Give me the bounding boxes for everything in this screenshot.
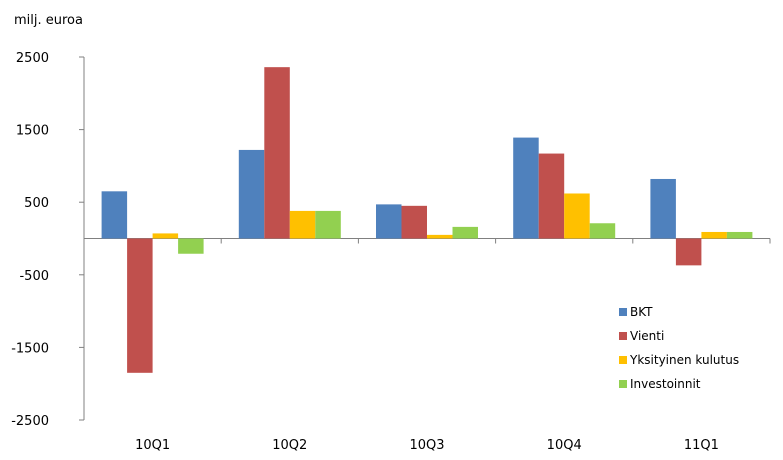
x-tick-label: 10Q4 [547,438,582,453]
y-axis-label: milj. euroa [14,13,83,28]
bar [101,191,128,239]
x-tick-label: 10Q3 [409,438,444,453]
bar [178,238,204,254]
bar [726,231,753,239]
bar [513,137,539,239]
legend-label: Investoinnit [630,377,701,391]
bar [238,149,265,239]
y-tick-label: -2500 [11,414,49,429]
bar [701,231,727,239]
y-tick-label: 500 [24,196,49,211]
y-axis-ticks: 2500 1500 500 -500 -1500 -2500 [11,51,84,429]
bar [127,238,153,373]
bar [401,205,427,239]
y-tick-label: 2500 [16,51,49,66]
bar [427,234,453,239]
legend: BKT Vienti Yksityinen kulutus Investoinnit [619,305,739,391]
bar [675,238,702,266]
bar [452,226,478,239]
bar [538,153,565,239]
bar [589,223,616,239]
bar [152,233,179,239]
legend-swatch [619,308,627,316]
legend-swatch [619,380,627,388]
bar [289,210,316,239]
x-tick-label: 10Q1 [135,438,170,453]
bar [264,67,290,239]
legend-label: Yksityinen kulutus [629,353,739,367]
bar [376,204,402,239]
y-tick-label: 1500 [16,124,49,139]
legend-label: BKT [630,305,653,319]
legend-label: Vienti [630,329,664,343]
x-axis-ticks: 10Q1 10Q2 10Q3 10Q4 11Q1 [83,238,771,453]
bars [101,67,753,373]
bar [564,193,590,239]
legend-swatch [619,356,627,364]
legend-swatch [619,332,627,340]
x-tick-label: 10Q2 [272,438,307,453]
bar [315,210,341,239]
x-tick-label: 11Q1 [684,438,719,453]
y-tick-label: -500 [19,269,49,284]
bar [650,178,676,239]
y-tick-label: -1500 [11,341,49,356]
